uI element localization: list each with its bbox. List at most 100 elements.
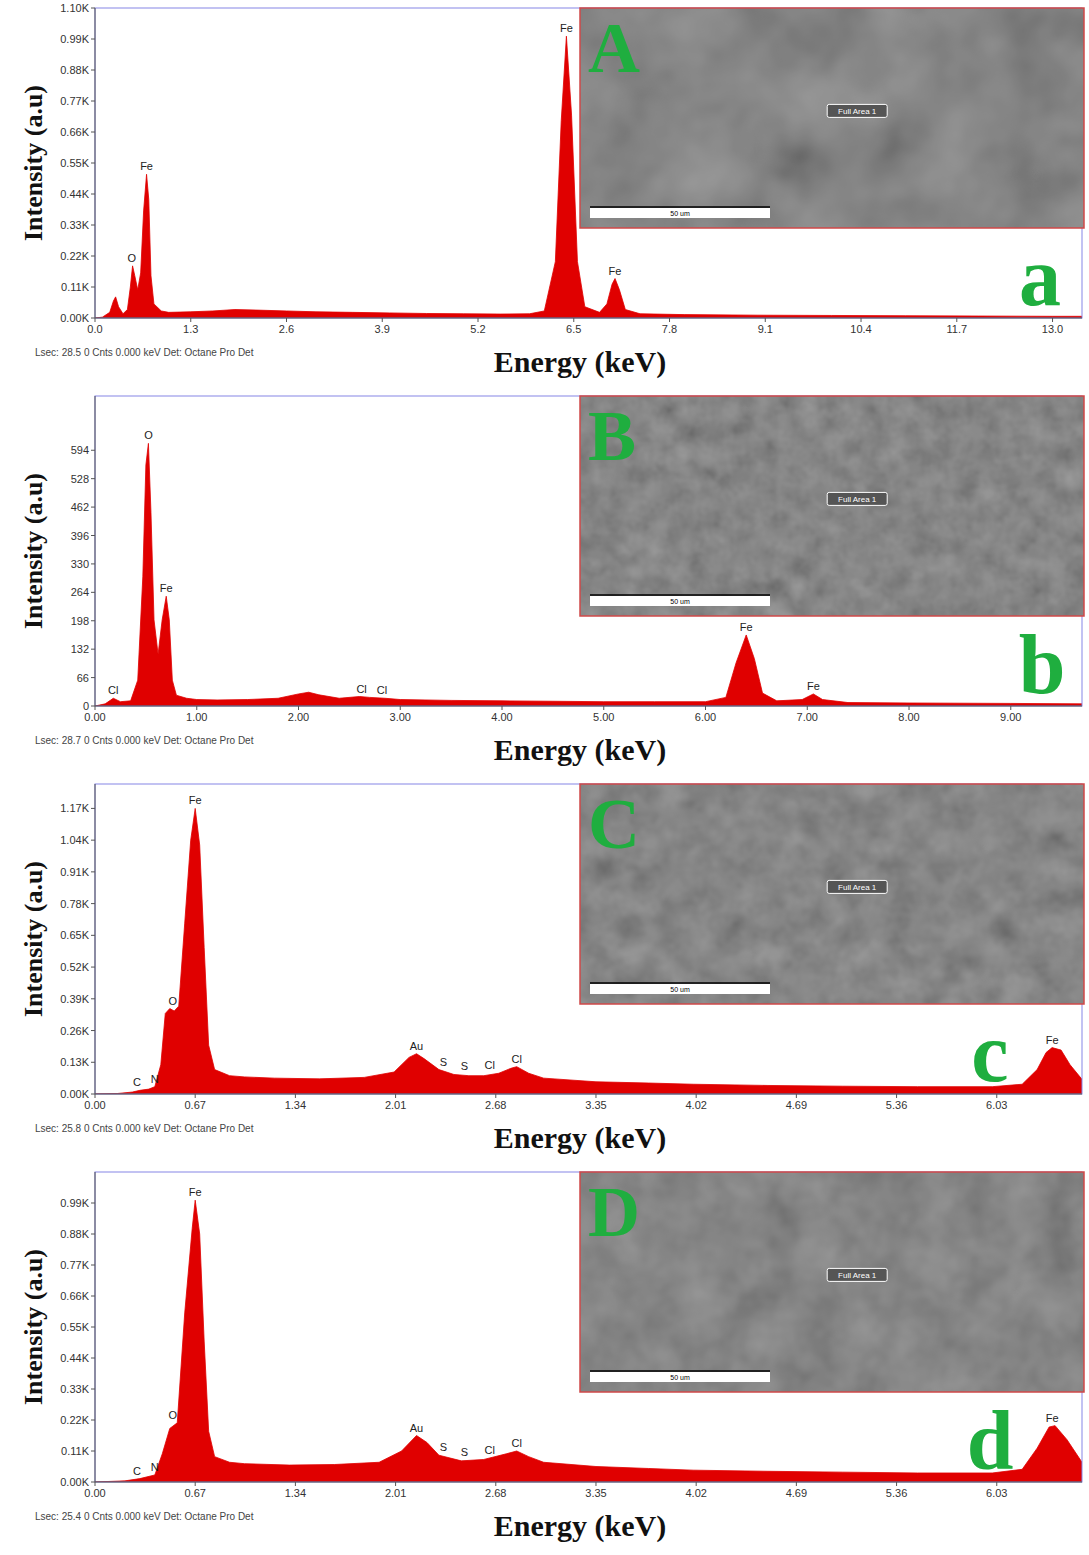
x-tick-label: 6.03 (986, 1487, 1007, 1499)
x-tick (395, 1482, 396, 1486)
peak-label: N (151, 1461, 159, 1473)
x-tick-label: 7.8 (662, 323, 677, 335)
x-tick-label: 3.35 (585, 1487, 606, 1499)
y-tick (91, 1420, 95, 1421)
x-tick-label: 4.02 (685, 1487, 706, 1499)
y-tick-label: 198 (71, 615, 89, 627)
peak-label: Cl (485, 1059, 495, 1071)
inset-letter: C (588, 784, 640, 864)
peak-label: Cl (512, 1053, 522, 1065)
y-tick-label: 0.13K (60, 1056, 89, 1068)
y-tick (91, 1482, 95, 1483)
peak-label: O (128, 252, 137, 264)
footer: Lsec: 25.8 0 Cnts 0.000 keV Det: Octane … (35, 1123, 254, 1134)
x-tick-label: 5.00 (593, 711, 614, 723)
peak-label: Fe (140, 160, 153, 172)
y-tick-label: 0.88K (60, 64, 89, 76)
peak-label: Cl (485, 1444, 495, 1456)
y-tick (91, 1389, 95, 1390)
peak-label: Cl (377, 684, 387, 696)
y-tick (91, 1265, 95, 1266)
x-tick-label: 1.3 (183, 323, 198, 335)
x-tick-label: 13.0 (1042, 323, 1063, 335)
y-tick-label: 0.33K (60, 219, 89, 231)
x-tick (796, 1482, 797, 1486)
y-tick-label: 0.55K (60, 1321, 89, 1333)
peak-label: S (440, 1441, 447, 1453)
peak-label: Au (410, 1040, 423, 1052)
y-tick-label: 0.22K (60, 1414, 89, 1426)
y-tick-label: 0.00K (60, 1476, 89, 1488)
x-axis-title: Energy (keV) (494, 1121, 666, 1155)
panel: 0.01.32.63.95.26.57.89.110.411.713.00.00… (19, 2, 1084, 379)
y-tick (91, 967, 95, 968)
y-tick (91, 1234, 95, 1235)
peak-label: Fe (1046, 1412, 1059, 1424)
x-axis (95, 1094, 1082, 1095)
x-axis-title: Energy (keV) (494, 345, 666, 379)
y-tick-label: 594 (71, 444, 89, 456)
x-tick-label: 0.00 (84, 1099, 105, 1111)
y-tick-label: 264 (71, 586, 89, 598)
area-box (827, 880, 887, 893)
panel-letter: c (971, 1006, 1008, 1099)
x-tick (603, 706, 604, 710)
x-tick-label: 5.36 (886, 1487, 907, 1499)
peak-label: S (461, 1060, 468, 1072)
y-tick-label: 66 (77, 672, 89, 684)
x-tick-label: 5.2 (470, 323, 485, 335)
x-tick (765, 318, 766, 322)
y-tick-label: 0.26K (60, 1025, 89, 1037)
y-tick-label: 396 (71, 530, 89, 542)
x-tick-label: 4.69 (786, 1487, 807, 1499)
y-tick-label: 0.77K (60, 95, 89, 107)
y-tick-label: 0.00K (60, 312, 89, 324)
inset-texture (580, 1172, 1084, 1392)
y-tick-label: 0.22K (60, 250, 89, 262)
y-tick-label: 0.66K (60, 126, 89, 138)
y-tick-label: 0.66K (60, 1290, 89, 1302)
x-tick (190, 318, 191, 322)
y-tick (91, 871, 95, 872)
x-tick-label: 6.5 (566, 323, 581, 335)
x-tick (896, 1482, 897, 1486)
y-tick (91, 1358, 95, 1359)
x-tick (95, 1094, 96, 1098)
x-tick-label: 8.00 (898, 711, 919, 723)
y-tick (91, 507, 95, 508)
inset-letter: A (588, 8, 640, 88)
inset-image (580, 8, 1084, 228)
y-tick (91, 450, 95, 451)
y-tick (91, 318, 95, 319)
peak-label: Cl (512, 1437, 522, 1449)
y-tick-label: 0.88K (60, 1228, 89, 1240)
scale-bar-label: 50 um (670, 210, 690, 217)
x-axis (95, 318, 1082, 319)
peak-label: Au (410, 1422, 423, 1434)
x-tick (495, 1482, 496, 1486)
inset-image (580, 396, 1084, 616)
peak-label: O (168, 1409, 177, 1421)
scale-bar (590, 1372, 770, 1382)
x-axis-title: Energy (keV) (494, 1509, 666, 1543)
x-tick (295, 1482, 296, 1486)
scale-bar-line (590, 1370, 770, 1372)
y-tick-label: 462 (71, 501, 89, 513)
inset-texture (580, 396, 1084, 616)
x-tick (696, 1482, 697, 1486)
inset-bg (580, 396, 1084, 616)
peak-label: Fe (1046, 1034, 1059, 1046)
x-tick (195, 1482, 196, 1486)
y-tick (91, 1094, 95, 1095)
x-tick-label: 4.69 (786, 1099, 807, 1111)
x-tick (861, 318, 862, 322)
y-tick-label: 0.91K (60, 866, 89, 878)
x-tick (502, 706, 503, 710)
y-tick-label: 1.10K (60, 2, 89, 14)
y-tick-label: 1.17K (60, 802, 89, 814)
peak-label: Fe (740, 621, 753, 633)
y-tick (91, 677, 95, 678)
scale-bar-line (590, 206, 770, 208)
x-tick-label: 4.02 (685, 1099, 706, 1111)
peak-label: Fe (189, 1186, 202, 1198)
